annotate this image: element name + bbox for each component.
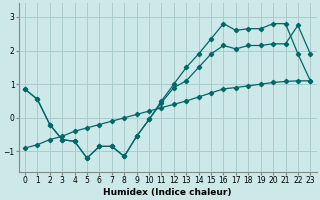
X-axis label: Humidex (Indice chaleur): Humidex (Indice chaleur): [103, 188, 232, 197]
